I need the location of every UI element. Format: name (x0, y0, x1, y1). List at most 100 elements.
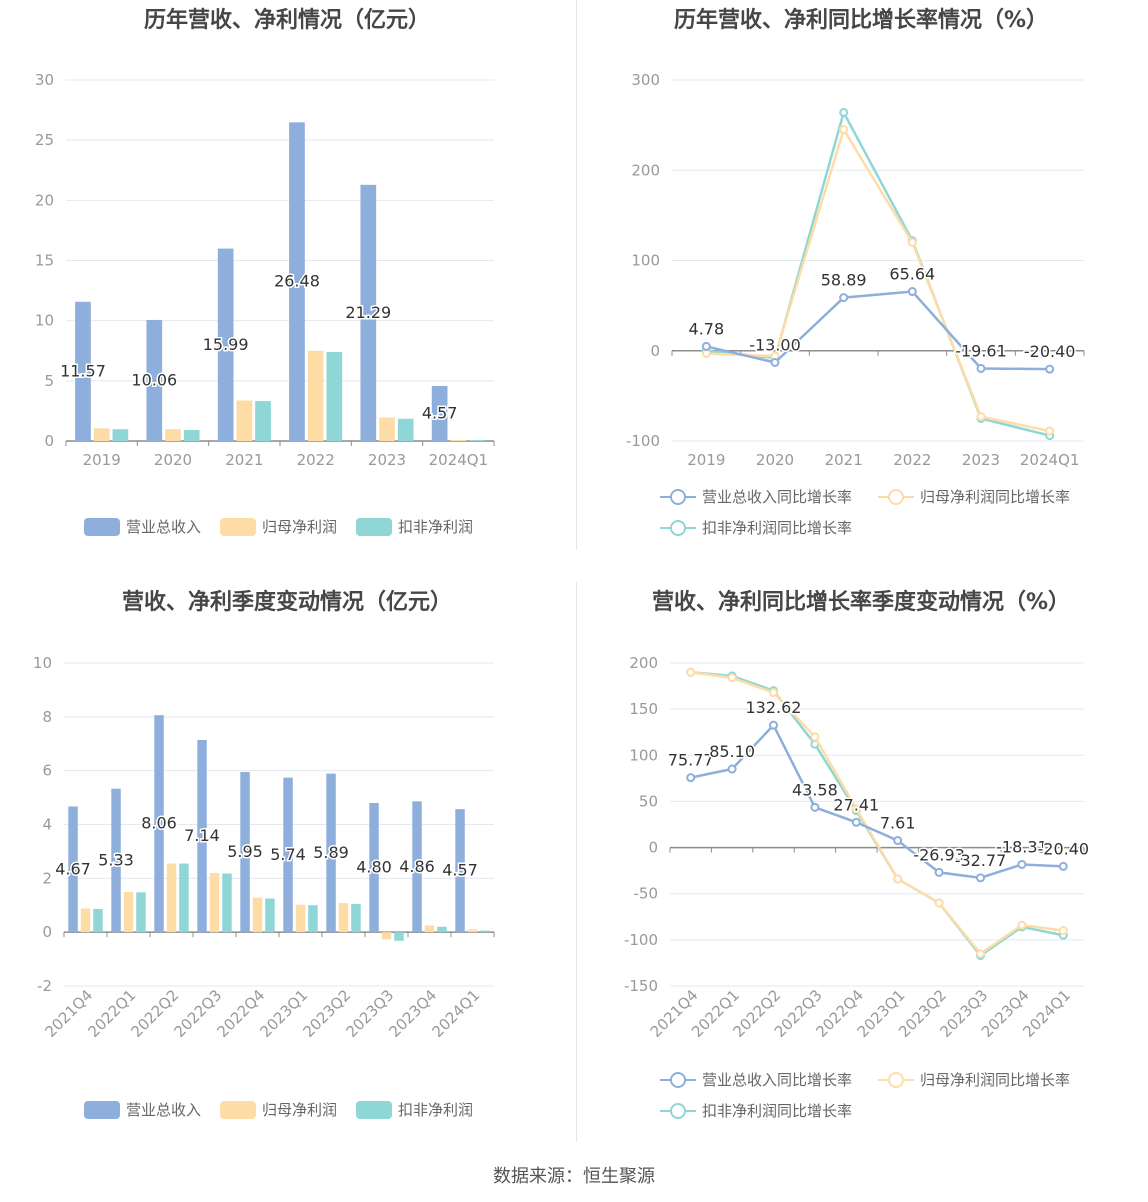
bar-归母净利润 (80, 908, 91, 933)
annual-growth-panel: 历年营收、净利同比增长率情况（%） -100 0 100 200 300 2019 2020… (574, 0, 1148, 580)
legend-item[interactable]: 扣非净利润同比增长率 (660, 1100, 852, 1121)
divider (576, 0, 577, 550)
bar-营业总收入 (217, 248, 234, 441)
bar-扣非净利润 (265, 898, 275, 933)
x-tick-label: 2024Q1 (429, 986, 484, 1041)
chart-title: 历年营收、净利情况（亿元） (143, 8, 430, 33)
bar-营业总收入 (75, 301, 91, 441)
data-label: 15.99 (203, 335, 249, 354)
point-归母净利润同比增长率 (769, 688, 778, 698)
legend-item[interactable]: 扣非净利润 (356, 516, 473, 537)
point-营业总收入同比增长率 (907, 287, 917, 297)
data-label: 11.57 (60, 361, 106, 380)
data-label: -26.93 (913, 845, 965, 864)
bar-扣非净利润 (469, 440, 485, 441)
x-tick-label: 2022 (893, 451, 931, 469)
bar-营业总收入 (283, 777, 293, 933)
bar-归母净利润 (252, 897, 263, 933)
bar-扣非净利润 (397, 418, 414, 441)
quarterly-growth-panel: 营收、净利同比增长率季度变动情况（%） -150 -100 -50 0 50 100 150… (574, 582, 1148, 1162)
legend-swatch (220, 517, 256, 536)
bar-扣非净利润 (136, 892, 146, 933)
point-营业总收入同比增长率 (839, 293, 849, 303)
y-tick-label: 0 (648, 839, 658, 857)
x-tick-label: 2020 (756, 451, 794, 469)
y-tick-label: -100 (626, 432, 660, 450)
bar-归母净利润 (93, 428, 110, 441)
bar-营业总收入 (412, 801, 422, 933)
y-tick-label: 0 (44, 432, 54, 450)
y-tick-label: 0 (650, 342, 660, 360)
x-tick-label: 2024Q1 (1020, 451, 1080, 469)
bar-归母净利润 (165, 429, 181, 441)
bar-归母净利润 (467, 929, 478, 933)
bar-扣非净利润 (437, 926, 447, 933)
y-tick-label: -50 (634, 885, 659, 903)
point-营业总收入同比增长率 (1045, 364, 1055, 374)
bar-营业总收入 (369, 802, 379, 933)
data-label: -19.61 (955, 341, 1007, 360)
data-label: -13.00 (749, 335, 801, 354)
point-营业总收入同比增长率 (893, 836, 903, 846)
point-归母净利润同比增长率 (851, 804, 861, 814)
legend-swatch (84, 1100, 120, 1119)
legend-item[interactable]: 归母净利润同比增长率 (878, 1069, 1070, 1090)
point-归母净利润同比增长率 (1058, 926, 1068, 936)
data-label: 65.64 (889, 265, 935, 284)
bar-扣非净利润 (112, 429, 129, 441)
point-营业总收入同比增长率 (1017, 859, 1027, 869)
point-归母净利润同比增长率 (907, 237, 917, 247)
point-营业总收入同比增长率 (770, 357, 780, 367)
bar-归母净利润 (424, 925, 435, 933)
legend-label: 扣非净利润 (398, 1101, 474, 1119)
legend-label: 营业总收入同比增长率 (702, 488, 853, 506)
quarterly-amount-panel: 营收、净利季度变动情况（亿元） -2 0 2 4 6 8 10 2021Q4 2022Q1 202… (0, 582, 574, 1162)
data-label: 58.89 (821, 271, 867, 290)
x-tick-label: 2021 (825, 451, 863, 469)
legend-item[interactable]: 营业总收入同比增长率 (660, 1069, 852, 1090)
chart-title: 营收、净利季度变动情况（亿元） (121, 590, 452, 615)
y-tick-label: -150 (624, 977, 658, 995)
legend-item[interactable]: 扣非净利润 (356, 1099, 473, 1120)
legend-item[interactable]: 归母净利润 (220, 516, 337, 537)
bar-营业总收入 (68, 806, 78, 933)
y-tick-label: 4 (42, 816, 52, 834)
point-扣非净利润同比增长率 (839, 107, 849, 117)
quarterly-amount-chart: -202468102021Q42022Q12022Q22022Q32022Q42… (33, 654, 495, 1041)
y-tick-label: 20 (35, 191, 54, 209)
legend-swatch (356, 1100, 392, 1119)
data-label: 5.33 (98, 850, 134, 869)
data-label: 132.62 (746, 698, 802, 717)
divider (576, 582, 577, 1142)
bar-营业总收入 (455, 809, 465, 933)
data-label: 85.10 (709, 742, 755, 761)
legend-item[interactable]: 扣非净利润同比增长率 (660, 517, 852, 538)
chart-title: 营收、净利同比增长率季度变动情况（%） (651, 590, 1071, 615)
legend-item[interactable]: 归母净利润 (220, 1099, 337, 1120)
bar-归母净利润 (381, 932, 392, 940)
y-tick-label: 2 (42, 869, 52, 887)
y-tick-label: 50 (639, 792, 658, 810)
bar-归母净利润 (209, 872, 220, 933)
x-tick-label: 2024Q1 (429, 451, 489, 469)
legend-swatch (84, 517, 120, 536)
data-label: 4.57 (442, 861, 478, 880)
legend-swatch (356, 517, 392, 536)
legend-label: 扣非净利润同比增长率 (702, 519, 853, 537)
x-tick-label: 2022 (297, 451, 335, 469)
x-tick-label: 2020 (154, 451, 192, 469)
data-label: 5.95 (227, 842, 263, 861)
bar-归母净利润 (450, 440, 467, 441)
quarterly-growth-chart: -150-100-500501001502002021Q42022Q12022Q… (624, 654, 1091, 1041)
point-营业总收入同比增长率 (686, 773, 696, 783)
legend-item[interactable]: 营业总收入 (84, 1099, 201, 1120)
legend-item[interactable]: 营业总收入同比增长率 (660, 486, 852, 507)
legend-item[interactable]: 归母净利润同比增长率 (878, 486, 1070, 507)
point-归母净利润同比增长率 (810, 732, 820, 742)
x-tick-label: 2023 (368, 451, 406, 469)
legend-item[interactable]: 营业总收入 (84, 516, 201, 537)
legend-line-marker (660, 1071, 696, 1089)
bar-营业总收入 (111, 788, 121, 933)
data-label: 5.89 (313, 843, 349, 862)
x-tick-label: 2019 (83, 451, 121, 469)
